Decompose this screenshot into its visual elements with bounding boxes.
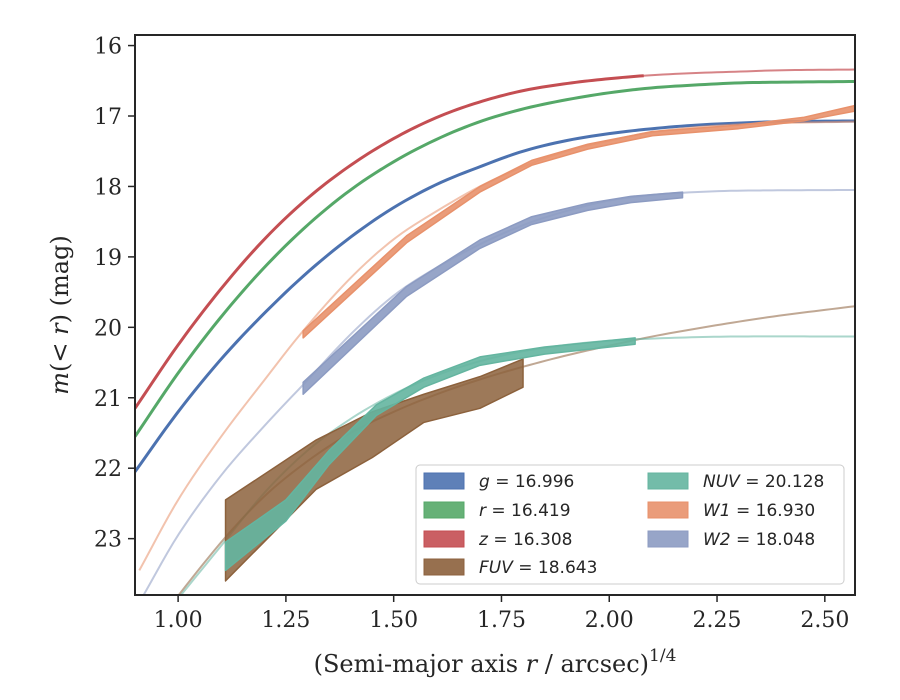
x-tick-label: 1.50 xyxy=(369,608,418,633)
y-tick-label: 17 xyxy=(94,105,122,130)
y-tick-label: 22 xyxy=(94,457,122,482)
x-tick-label: 2.25 xyxy=(693,608,742,633)
y-axis-title-m: m xyxy=(46,372,74,395)
y-tick-label: 23 xyxy=(94,528,122,553)
legend-label-nuv: NUV = 20.128 xyxy=(703,472,824,492)
legend-label-r: r = 16.419 xyxy=(479,501,571,521)
y-tick-label: 19 xyxy=(94,246,122,271)
legend-label-fuv: FUV = 18.643 xyxy=(479,558,597,578)
legend-swatch-g xyxy=(423,472,465,490)
legend-swatch-w1 xyxy=(647,501,689,519)
y-axis-title-unit: (mag) xyxy=(46,235,74,314)
observed-band-w1 xyxy=(302,104,855,339)
legend: g = 16.996 r = 16.419 z = 16.308 FUV = 18.6… xyxy=(415,464,845,585)
plot-content xyxy=(135,68,855,595)
observed-band-nuv xyxy=(224,337,636,572)
x-tick-label: 2.50 xyxy=(800,608,849,633)
legend-swatch-w2 xyxy=(647,530,689,548)
plot-frame xyxy=(134,34,856,596)
legend-swatch-r xyxy=(423,501,465,519)
observed-curve-r xyxy=(135,79,855,438)
legend-label-w1: W1 = 16.930 xyxy=(703,501,815,521)
observed-curve-z xyxy=(135,74,644,410)
y-tick-label: 20 xyxy=(94,316,122,341)
observed-band-w2 xyxy=(302,191,684,395)
y-axis-title: m(< r) (mag) xyxy=(46,235,74,395)
legend-label-z: z = 16.308 xyxy=(478,530,572,550)
y-tick-label: 18 xyxy=(94,175,122,200)
y-axis-ticks: 16 17 18 19 20 21 22 23 xyxy=(94,35,135,553)
legend-swatch-nuv xyxy=(647,472,689,490)
x-axis-title: (Semi-major axis r / arcsec)1/4 xyxy=(314,646,677,678)
x-axis-title-prefix: (Semi-major axis xyxy=(314,650,526,678)
y-axis-title-open: ( xyxy=(46,363,74,372)
x-axis-title-var: r xyxy=(526,650,539,678)
x-tick-label: 1.00 xyxy=(154,608,203,633)
legend-swatch-z xyxy=(423,530,465,548)
y-axis-title-r: r xyxy=(46,322,74,335)
x-axis-ticks: 1.00 1.25 1.50 1.75 2.00 2.25 2.50 xyxy=(154,595,849,633)
legend-box xyxy=(415,464,845,585)
observed-curve-g xyxy=(135,119,855,473)
x-tick-label: 2.00 xyxy=(585,608,634,633)
legend-swatch-fuv xyxy=(423,558,465,576)
x-axis-title-suffix: / arcsec) xyxy=(537,650,649,678)
legend-label-w2: W2 = 18.048 xyxy=(703,530,815,550)
y-tick-label: 16 xyxy=(94,35,122,60)
y-tick-label: 21 xyxy=(94,387,122,412)
x-tick-label: 1.25 xyxy=(261,608,310,633)
x-axis-title-exponent: 1/4 xyxy=(649,646,676,666)
legend-label-g: g = 16.996 xyxy=(479,472,574,492)
x-tick-label: 1.75 xyxy=(477,608,526,633)
y-axis-title-lt: < xyxy=(46,335,74,363)
y-axis-title-close: ) xyxy=(46,314,74,323)
